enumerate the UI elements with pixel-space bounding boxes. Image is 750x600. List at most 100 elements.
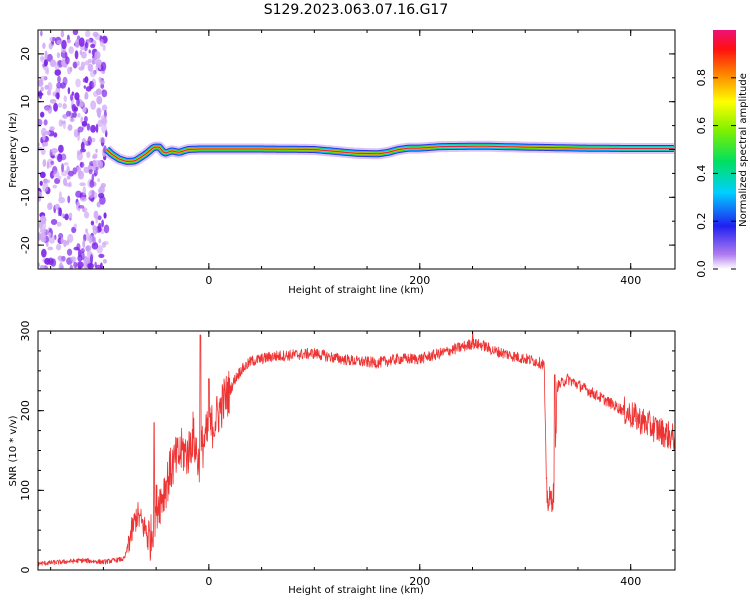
- noise-speckle: [83, 85, 87, 89]
- noise-speckle: [68, 170, 74, 177]
- noise-speckle: [95, 123, 99, 134]
- noise-speckle: [47, 246, 54, 251]
- noise-speckle: [50, 160, 55, 165]
- colorbar-tick-label: 0.0: [695, 260, 708, 278]
- noise-speckle: [67, 195, 71, 204]
- ridge-core: [106, 145, 674, 162]
- noise-speckle: [69, 117, 75, 123]
- noise-speckle: [79, 182, 86, 187]
- y-tick-label: 100: [19, 480, 32, 501]
- noise-speckle: [72, 61, 78, 69]
- noise-speckle: [59, 191, 62, 199]
- spectrogram-y-label: Frequency (Hz): [8, 112, 19, 188]
- noise-speckle: [79, 50, 83, 56]
- noise-speckle: [52, 36, 57, 42]
- noise-speckle: [80, 51, 87, 59]
- noise-speckle: [68, 212, 73, 219]
- noise-speckle: [90, 235, 97, 244]
- noise-speckle: [75, 190, 82, 198]
- noise-speckle: [92, 57, 98, 65]
- noise-speckle: [82, 106, 87, 113]
- noise-speckle: [40, 237, 47, 243]
- noise-speckle: [78, 204, 85, 209]
- noise-speckle: [76, 151, 83, 161]
- noise-speckle: [96, 95, 103, 105]
- noise-speckle: [38, 118, 43, 127]
- noise-speckle: [80, 61, 86, 69]
- snr-series-line: [38, 332, 675, 567]
- noise-speckle: [97, 178, 100, 183]
- noise-speckle: [65, 56, 70, 65]
- noise-speckle: [63, 239, 67, 248]
- noise-speckle: [95, 166, 99, 171]
- snr-y-ticks: 0 100 200 300: [19, 321, 675, 574]
- noise-speckle: [95, 264, 102, 269]
- y-tick-label: 200: [19, 400, 32, 421]
- x-tick-label: 0: [205, 274, 212, 287]
- noise-speckle: [93, 172, 97, 177]
- noise-speckle: [57, 75, 61, 83]
- noise-speckle: [42, 132, 46, 141]
- noise-speckle: [91, 242, 99, 250]
- noise-speckle: [82, 207, 86, 213]
- noise-speckle: [102, 44, 106, 51]
- noise-speckle: [39, 171, 46, 179]
- noise-speckle: [88, 168, 93, 175]
- noise-speckle: [73, 261, 78, 269]
- noise-speckle: [93, 90, 99, 98]
- noise-speckle: [66, 39, 71, 44]
- colorbar-tick-label: 0.2: [695, 212, 708, 230]
- noise-speckle: [86, 151, 91, 159]
- noise-speckle: [72, 30, 79, 36]
- noise-speckle: [57, 102, 63, 108]
- colorbar-ticks: 0.0 0.2 0.4 0.6 0.8: [695, 69, 736, 278]
- noise-speckle: [45, 130, 51, 135]
- noise-speckle: [95, 59, 103, 69]
- snr-x-label: Height of straight line (km): [288, 585, 424, 596]
- noise-speckle: [99, 137, 106, 143]
- noise-speckle: [92, 159, 97, 165]
- noise-speckle: [98, 253, 105, 259]
- noise-speckle: [44, 258, 51, 265]
- y-tick-label: -10: [19, 188, 32, 206]
- y-tick-label: 10: [19, 95, 32, 109]
- noise-speckle: [77, 126, 84, 133]
- noise-speckle: [98, 76, 102, 82]
- noise-speckle: [92, 225, 98, 235]
- noise-speckle: [55, 243, 62, 251]
- noise-speckle: [54, 69, 62, 76]
- noise-speckle: [38, 233, 41, 241]
- noise-speckle: [95, 217, 99, 224]
- noise-speckle: [42, 159, 47, 168]
- noise-speckle: [78, 100, 85, 108]
- noise-speckle: [98, 192, 105, 199]
- noise-speckle: [39, 180, 43, 186]
- noise-speckle: [75, 201, 80, 211]
- noise-speckle: [82, 186, 87, 196]
- colorbar-tick-label: 0.8: [695, 69, 708, 87]
- spectrogram-content: [38, 30, 675, 269]
- noise-speckle: [50, 218, 58, 225]
- noise-speckle: [87, 136, 92, 146]
- noise-speckle: [67, 124, 73, 131]
- noise-speckle: [75, 78, 81, 88]
- noise-speckle: [94, 159, 102, 168]
- noise-speckle: [103, 224, 110, 234]
- noise-speckle: [89, 180, 95, 188]
- noise-speckle: [96, 107, 102, 115]
- x-tick-label: 400: [620, 274, 641, 287]
- y-tick-label: 20: [19, 47, 32, 61]
- noise-speckle: [64, 213, 69, 221]
- x-tick-label: 200: [409, 274, 430, 287]
- noise-speckle: [98, 238, 102, 244]
- noise-speckle: [45, 242, 49, 247]
- noise-speckle: [48, 232, 52, 238]
- noise-speckle: [62, 103, 67, 110]
- noise-speckle: [77, 265, 82, 269]
- noise-speckle: [70, 256, 77, 262]
- snr-content: [38, 332, 675, 567]
- noise-speckle: [53, 102, 59, 112]
- noise-speckle: [66, 248, 73, 256]
- noise-speckle: [42, 42, 46, 49]
- noise-speckle: [67, 233, 74, 243]
